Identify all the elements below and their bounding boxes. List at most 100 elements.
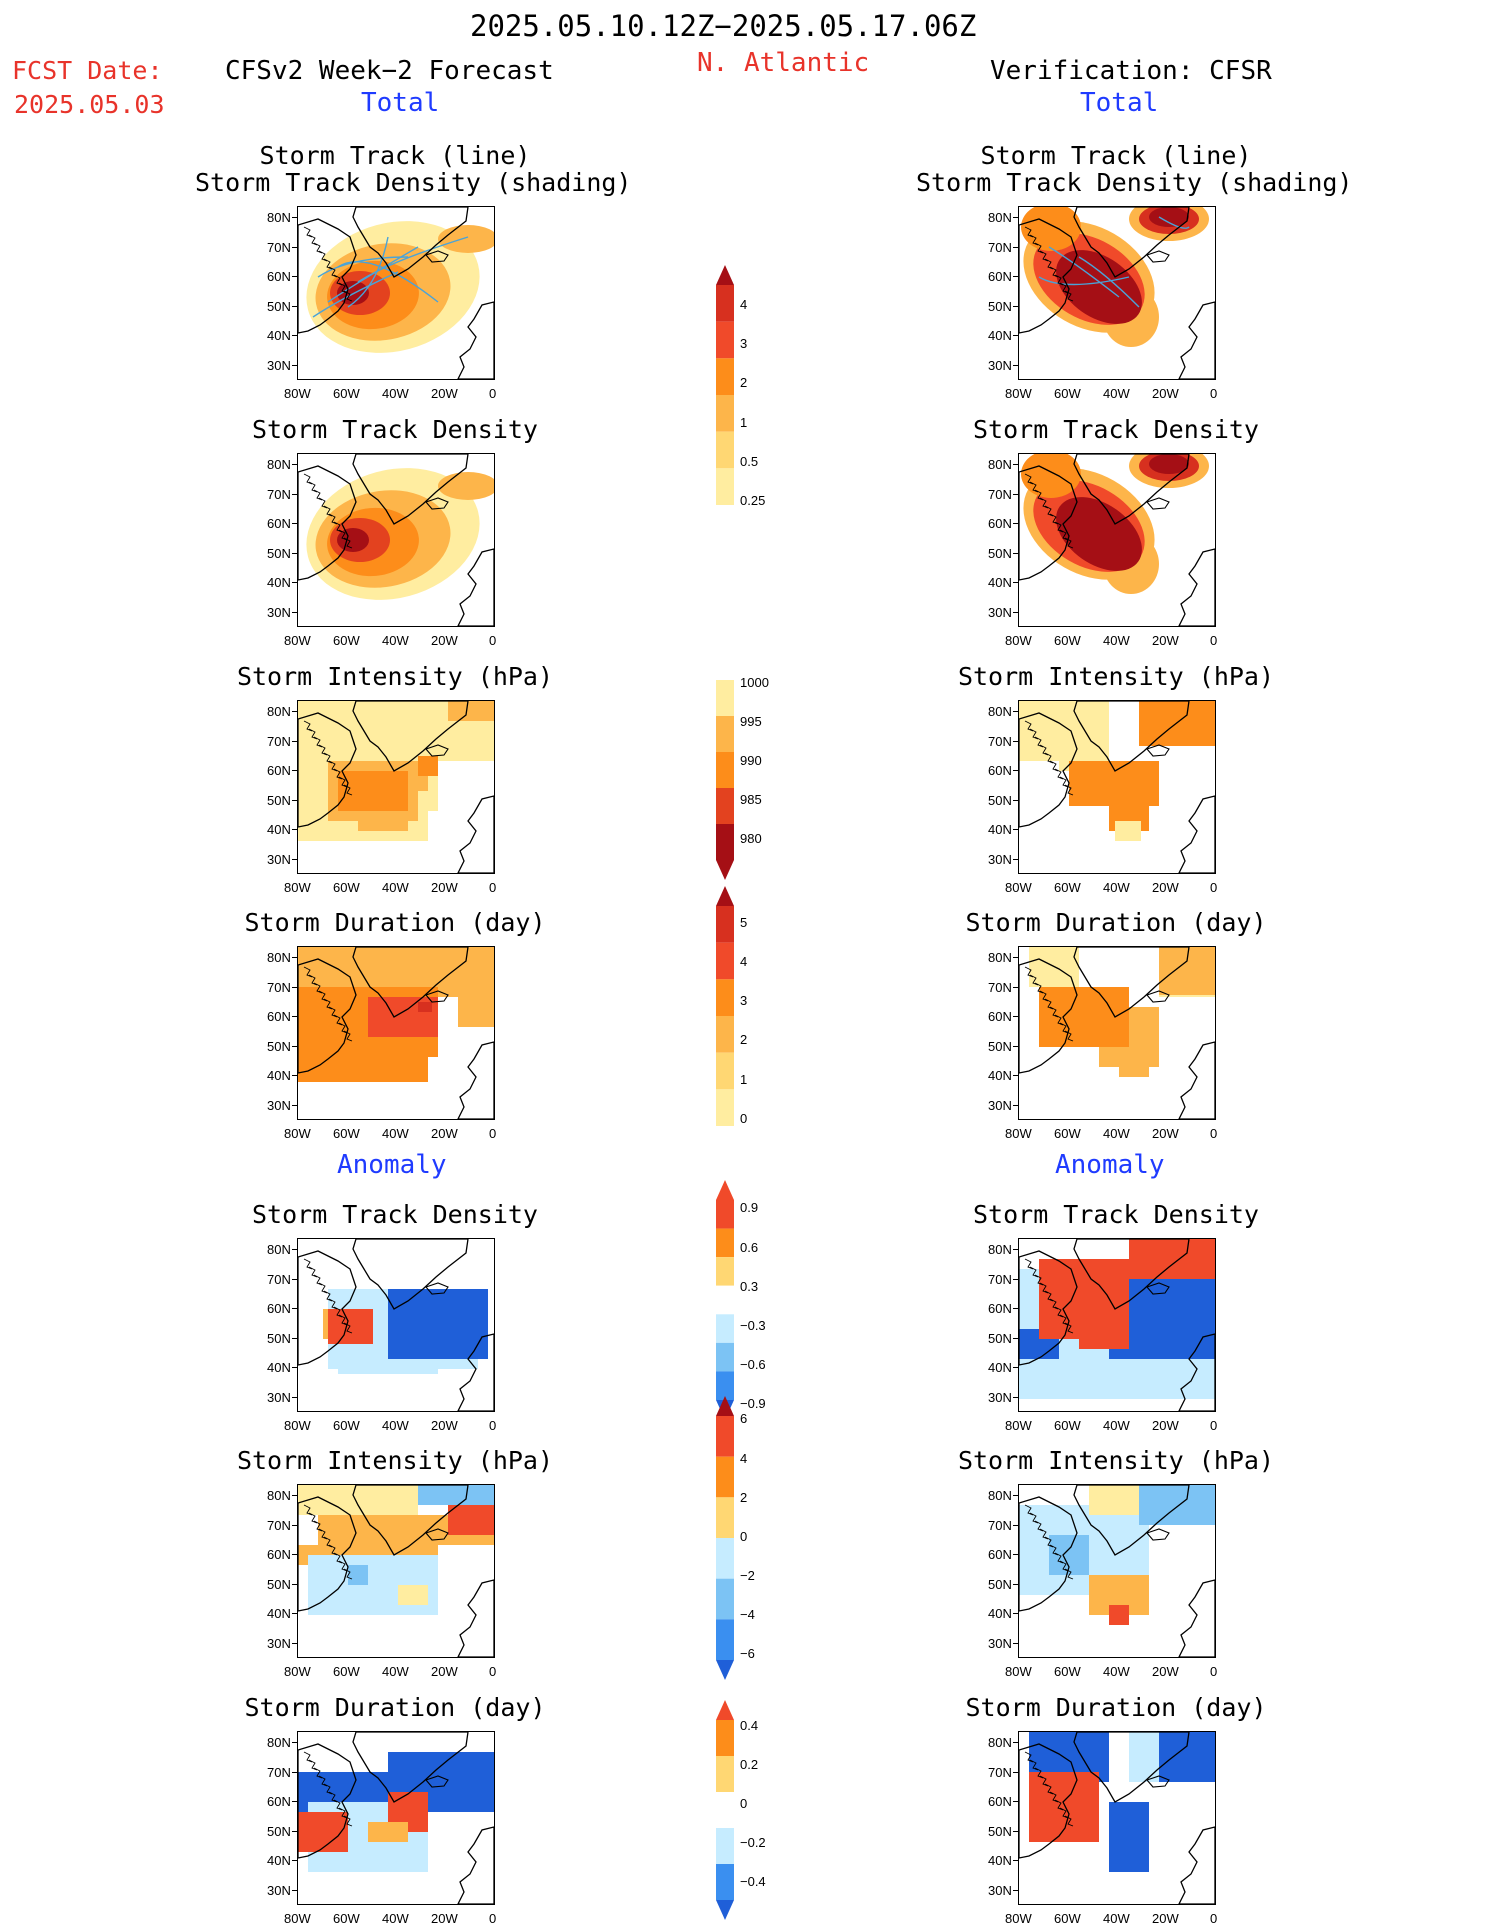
lat-tick-label: 40N bbox=[988, 822, 1012, 837]
lat-tick-label: 30N bbox=[267, 1882, 291, 1898]
lat-tick-mark bbox=[1013, 1860, 1018, 1861]
lat-tick-label: 70N bbox=[267, 486, 291, 502]
lat-tick-mark bbox=[1013, 986, 1018, 988]
lat-tick-mark bbox=[292, 799, 297, 801]
lat-tick-mark bbox=[292, 1742, 297, 1743]
lat-tick-mark bbox=[1013, 276, 1018, 277]
lat-tick-label: 70N bbox=[267, 979, 291, 995]
lon-tick-label: 80W bbox=[1005, 1911, 1032, 1926]
forecast-panel-title: Storm Intensity (hPa) bbox=[236, 1446, 554, 1475]
lat-tick-label: 40N bbox=[988, 1360, 1012, 1375]
colorbar-label: 990 bbox=[740, 753, 762, 768]
colorbar-label: 980 bbox=[740, 831, 762, 846]
map-plot bbox=[1019, 1485, 1215, 1657]
verification-map-panel bbox=[1018, 1238, 1216, 1412]
lat-tick-label: 80N bbox=[267, 210, 291, 225]
lat-tick-mark bbox=[1013, 740, 1018, 742]
lat-tick-mark bbox=[292, 246, 297, 248]
lat-tick-mark bbox=[292, 1524, 297, 1526]
total-left: Total bbox=[361, 88, 440, 118]
lat-tick-mark bbox=[1013, 364, 1018, 366]
lon-tick-label: 40W bbox=[1103, 1126, 1130, 1141]
map-plot bbox=[298, 207, 494, 379]
lon-tick-label: 80W bbox=[284, 633, 311, 648]
lon-tick-label: 20W bbox=[431, 386, 458, 401]
lat-tick-label: 70N bbox=[988, 239, 1012, 255]
colorbar-label: −0.6 bbox=[740, 1357, 766, 1372]
density-anomaly-colorbar bbox=[716, 1180, 734, 1420]
lon-tick-label: 20W bbox=[1152, 633, 1179, 648]
lat-tick-mark bbox=[1013, 770, 1018, 771]
lon-tick-label: 0 bbox=[489, 1911, 497, 1926]
total-right: Total bbox=[1080, 88, 1159, 118]
lat-tick-label: 80N bbox=[988, 1735, 1012, 1750]
lat-tick-label: 50N bbox=[267, 1823, 291, 1839]
lat-tick-label: 80N bbox=[267, 457, 291, 472]
fcst-label: FCST Date: bbox=[12, 56, 163, 85]
lon-tick-label: 0 bbox=[1210, 880, 1218, 895]
lat-tick-label: 70N bbox=[267, 1271, 291, 1287]
lat-tick-label: 40N bbox=[267, 1360, 291, 1375]
lon-tick-label: 80W bbox=[284, 1126, 311, 1141]
lon-tick-label: 0 bbox=[489, 386, 497, 401]
lat-tick-label: 30N bbox=[267, 1097, 291, 1113]
lat-tick-mark bbox=[292, 335, 297, 336]
lat-tick-label: 50N bbox=[988, 545, 1012, 561]
lat-tick-label: 60N bbox=[267, 1547, 291, 1562]
lat-tick-label: 30N bbox=[267, 1389, 291, 1405]
lon-tick-label: 60W bbox=[333, 1911, 360, 1926]
lat-tick-mark bbox=[292, 276, 297, 277]
lat-tick-mark bbox=[292, 1860, 297, 1861]
lat-tick-mark bbox=[292, 1104, 297, 1106]
lon-tick-label: 20W bbox=[1152, 880, 1179, 895]
lat-tick-mark bbox=[292, 493, 297, 495]
lon-tick-label: 60W bbox=[333, 633, 360, 648]
lat-tick-mark bbox=[292, 770, 297, 771]
lat-tick-label: 40N bbox=[988, 1606, 1012, 1621]
lat-tick-mark bbox=[1013, 711, 1018, 712]
lat-tick-mark bbox=[1013, 611, 1018, 613]
lon-tick-label: 60W bbox=[1054, 880, 1081, 895]
map-plot bbox=[298, 947, 494, 1119]
lat-tick-label: 40N bbox=[988, 328, 1012, 343]
intensity-colorbar bbox=[716, 680, 734, 880]
lon-tick-label: 20W bbox=[431, 880, 458, 895]
lat-tick-mark bbox=[292, 1016, 297, 1017]
lat-tick-label: 60N bbox=[988, 1009, 1012, 1024]
verification-panel-title: Storm Intensity (hPa) bbox=[957, 662, 1275, 691]
forecast-map-panel bbox=[297, 453, 495, 627]
anomaly-left: Anomaly bbox=[337, 1150, 447, 1180]
lat-tick-label: 50N bbox=[267, 545, 291, 561]
lat-tick-label: 40N bbox=[267, 1606, 291, 1621]
colorbar-label: −6 bbox=[740, 1646, 755, 1661]
lat-tick-mark bbox=[292, 217, 297, 218]
lat-tick-label: 60N bbox=[988, 1794, 1012, 1809]
map-plot bbox=[298, 454, 494, 626]
right-title: Verification: CFSR bbox=[990, 56, 1272, 86]
lon-tick-label: 60W bbox=[1054, 386, 1081, 401]
lat-tick-mark bbox=[1013, 1337, 1018, 1339]
lon-tick-label: 0 bbox=[489, 633, 497, 648]
lat-tick-mark bbox=[1013, 1524, 1018, 1526]
lat-tick-label: 30N bbox=[267, 1635, 291, 1651]
lon-tick-label: 80W bbox=[284, 880, 311, 895]
lon-tick-label: 20W bbox=[431, 1418, 458, 1433]
lat-tick-mark bbox=[1013, 957, 1018, 958]
lat-tick-label: 40N bbox=[267, 1853, 291, 1868]
lat-tick-label: 40N bbox=[988, 1853, 1012, 1868]
lat-tick-label: 60N bbox=[267, 763, 291, 778]
density-colorbar bbox=[716, 265, 734, 505]
colorbar-label: 4 bbox=[740, 954, 748, 969]
lat-tick-mark bbox=[1013, 1045, 1018, 1047]
lat-tick-mark bbox=[292, 582, 297, 583]
lon-tick-label: 0 bbox=[489, 880, 497, 895]
colorbar-label: 3 bbox=[740, 336, 748, 351]
forecast-panel-title: Storm Track Density bbox=[252, 415, 538, 444]
colorbar-label: 0 bbox=[740, 1529, 748, 1544]
lon-tick-label: 60W bbox=[1054, 633, 1081, 648]
lat-tick-mark bbox=[1013, 1801, 1018, 1802]
lat-tick-mark bbox=[1013, 1495, 1018, 1496]
map-plot bbox=[298, 1732, 494, 1904]
lat-tick-label: 80N bbox=[267, 1488, 291, 1503]
lon-tick-label: 20W bbox=[431, 1664, 458, 1679]
